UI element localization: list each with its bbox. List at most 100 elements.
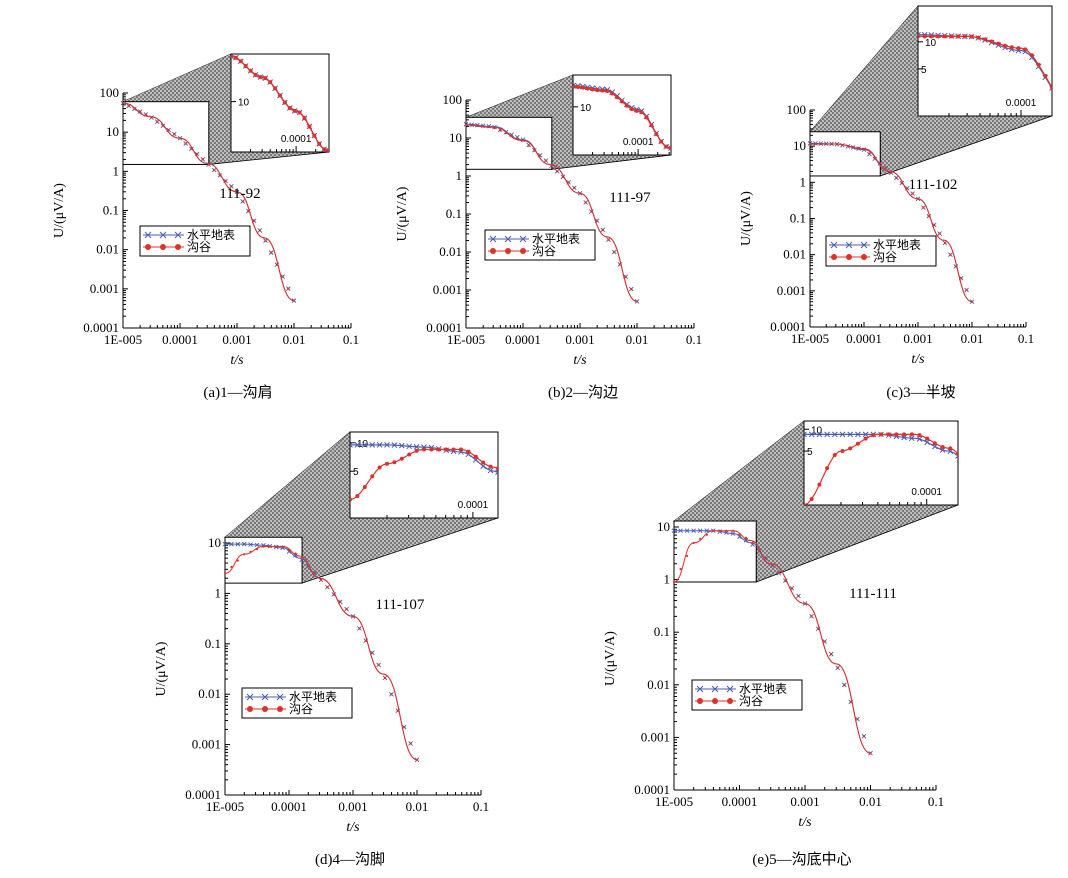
circle-marker-icon [294, 552, 297, 555]
x-marker-icon [845, 241, 853, 249]
x-marker-icon [406, 443, 413, 450]
x-axis-label: t/s [798, 815, 812, 830]
circle-marker-icon [922, 206, 925, 209]
circle-marker-icon [351, 615, 355, 618]
circle-marker-icon [327, 148, 329, 152]
circle-marker-icon [869, 752, 872, 755]
circle-marker-icon [615, 95, 620, 100]
x-marker-icon [231, 54, 234, 60]
circle-marker-icon [718, 529, 721, 532]
circle-marker-icon [319, 578, 323, 581]
legend-entry: 水平地表 [873, 238, 921, 252]
subfigure-caption: (a)1—沟肩 [203, 384, 272, 401]
circle-marker-icon [639, 110, 644, 115]
y-tick-label: 0.0001 [426, 320, 462, 335]
y-tick-label: 1 [215, 585, 222, 600]
x-marker-icon [369, 442, 376, 448]
circle-marker-icon [862, 735, 866, 738]
subfigure-caption: (c)3—半坡 [886, 384, 955, 401]
panel-1: 1E-005 0.0001 0.001 0.01 0.10.00010.0010.010… [395, 74, 702, 401]
circle-marker-icon [846, 254, 852, 260]
x-marker-icon [299, 557, 305, 563]
case-label: 111-102 [909, 177, 958, 193]
y-tick-label: 0.1 [654, 624, 670, 639]
circle-marker-icon [236, 559, 239, 562]
inset: 0.0001 10 5 [917, 5, 1053, 117]
inset-curves [350, 442, 498, 502]
inset-y-tick-label: 10 [357, 439, 369, 450]
x-tick-label: 0.01 [283, 332, 306, 347]
y-tick-label: 1 [800, 174, 807, 189]
x-marker-icon [671, 528, 677, 534]
circle-marker-icon [620, 99, 624, 104]
circle-marker-icon [624, 103, 629, 108]
y-tick-label: 1 [113, 163, 120, 178]
circle-marker-icon [339, 600, 342, 603]
circle-marker-icon [262, 545, 265, 548]
x-axis-label: t/s [230, 353, 244, 368]
circle-marker-icon [207, 163, 210, 166]
x-marker-icon [668, 145, 671, 151]
circle-marker-icon [444, 447, 449, 452]
circle-marker-icon [810, 615, 813, 618]
subfigure-caption: (b)2—沟边 [548, 384, 618, 401]
y-tick-label: 0.001 [433, 282, 462, 297]
circle-marker-icon [422, 447, 426, 452]
y-tick-label: 0.1 [205, 636, 221, 651]
circle-marker-icon [307, 124, 312, 129]
circle-marker-icon [409, 742, 412, 745]
circle-marker-icon [275, 545, 278, 548]
circle-marker-icon [889, 171, 893, 174]
x-marker-icon [696, 685, 704, 693]
circle-marker-icon [895, 176, 898, 179]
circle-marker-icon [949, 34, 954, 39]
circle-marker-icon [332, 593, 335, 596]
circle-marker-icon [436, 447, 441, 452]
x-tick-label: 1E-005 [206, 799, 244, 814]
circle-marker-icon [727, 698, 733, 704]
x-marker-icon [489, 235, 497, 243]
circle-marker-icon [300, 556, 303, 559]
circle-marker-icon [618, 263, 622, 266]
x-marker-icon [855, 431, 861, 438]
circle-marker-icon [996, 41, 1001, 46]
x-marker-icon [248, 542, 253, 547]
circle-marker-icon [292, 108, 297, 113]
circle-marker-icon [490, 248, 496, 254]
circle-marker-icon [268, 80, 273, 85]
circle-marker-icon [686, 554, 689, 558]
x-marker-icon [743, 537, 749, 543]
y-tick-label: 0.1 [446, 206, 462, 221]
x-marker-icon [816, 431, 823, 438]
circle-marker-icon [960, 277, 963, 280]
y-tick-label: 100 [100, 85, 120, 100]
circle-marker-icon [884, 166, 887, 169]
x-marker-icon [350, 442, 353, 448]
x-axis-label: t/s [573, 353, 587, 368]
circle-marker-icon [473, 454, 478, 459]
circle-marker-icon [804, 503, 806, 505]
x-tick-label: 0.001 [338, 799, 367, 814]
x-marker-icon [261, 693, 269, 701]
inset-y-tick-label: 10 [238, 98, 250, 109]
circle-marker-icon [322, 147, 327, 152]
series-line-1 [465, 124, 638, 302]
x-marker-icon [939, 447, 946, 453]
x-marker-icon [326, 147, 329, 152]
circle-marker-icon [224, 179, 227, 183]
y-tick-label: 1 [456, 168, 463, 183]
circle-marker-icon [712, 698, 718, 704]
circle-marker-icon [610, 91, 615, 96]
circle-marker-icon [879, 161, 882, 165]
x-marker-icon [235, 541, 241, 547]
x-marker-icon [413, 444, 420, 450]
circle-marker-icon [784, 579, 787, 582]
circle-marker-icon [358, 627, 361, 630]
inset-curves [918, 31, 1052, 91]
circle-marker-icon [600, 88, 605, 93]
circle-marker-icon [777, 572, 780, 575]
circle-marker-icon [649, 123, 654, 128]
circle-marker-icon [287, 548, 291, 552]
x-marker-icon [932, 443, 938, 450]
circle-marker-icon [846, 144, 849, 148]
